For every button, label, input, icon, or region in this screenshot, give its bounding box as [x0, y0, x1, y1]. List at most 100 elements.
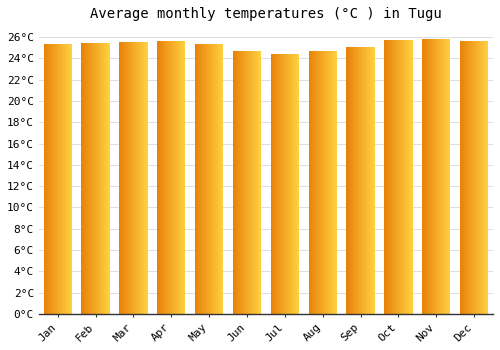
Bar — [374, 47, 375, 314]
Bar — [160, 41, 161, 314]
Bar — [347, 47, 348, 314]
Bar — [436, 39, 437, 314]
Bar — [233, 51, 234, 314]
Bar — [102, 43, 103, 314]
Bar — [173, 41, 174, 314]
Bar — [103, 43, 104, 314]
Bar — [476, 41, 477, 314]
Bar — [410, 40, 411, 314]
Bar — [486, 41, 487, 314]
Bar — [388, 40, 389, 314]
Bar — [336, 51, 337, 314]
Bar — [485, 41, 486, 314]
Bar — [159, 41, 160, 314]
Bar — [469, 41, 470, 314]
Bar — [442, 39, 443, 314]
Bar — [439, 39, 440, 314]
Bar — [355, 47, 356, 314]
Bar — [239, 51, 240, 314]
Bar — [247, 51, 248, 314]
Bar — [362, 47, 363, 314]
Bar — [138, 42, 139, 314]
Bar — [391, 40, 392, 314]
Bar — [145, 42, 146, 314]
Bar — [162, 41, 163, 314]
Bar — [216, 44, 217, 314]
Bar — [356, 47, 357, 314]
Bar — [444, 39, 445, 314]
Bar — [290, 54, 291, 314]
Bar — [211, 44, 212, 314]
Bar — [428, 39, 429, 314]
Bar — [286, 54, 287, 314]
Bar — [96, 43, 98, 314]
Bar — [69, 44, 70, 314]
Bar — [139, 42, 140, 314]
Bar — [197, 44, 198, 314]
Bar — [217, 44, 218, 314]
Bar — [144, 42, 145, 314]
Bar — [237, 51, 238, 314]
Bar — [445, 39, 446, 314]
Bar — [54, 44, 55, 314]
Bar — [354, 47, 355, 314]
Bar — [143, 42, 144, 314]
Bar — [178, 41, 179, 314]
Bar — [481, 41, 482, 314]
Bar — [284, 54, 285, 314]
Bar — [409, 40, 410, 314]
Bar — [293, 54, 294, 314]
Bar — [219, 44, 220, 314]
Bar — [273, 54, 274, 314]
Bar — [368, 47, 369, 314]
Bar — [208, 44, 209, 314]
Bar — [124, 42, 125, 314]
Bar — [90, 43, 91, 314]
Bar — [212, 44, 213, 314]
Bar — [371, 47, 372, 314]
Bar — [466, 41, 468, 314]
Bar — [164, 41, 165, 314]
Bar — [134, 42, 135, 314]
Bar — [437, 39, 438, 314]
Bar — [373, 47, 374, 314]
Bar — [209, 44, 210, 314]
Bar — [126, 42, 127, 314]
Bar — [127, 42, 128, 314]
Bar — [167, 41, 168, 314]
Bar — [435, 39, 436, 314]
Bar — [85, 43, 86, 314]
Bar — [218, 44, 219, 314]
Bar — [461, 41, 462, 314]
Bar — [135, 42, 136, 314]
Bar — [179, 41, 180, 314]
Bar — [474, 41, 476, 314]
Bar — [165, 41, 166, 314]
Bar — [214, 44, 215, 314]
Bar — [147, 42, 148, 314]
Bar — [222, 44, 223, 314]
Bar — [100, 43, 102, 314]
Bar — [314, 51, 315, 314]
Bar — [223, 44, 224, 314]
Bar — [422, 39, 423, 314]
Bar — [200, 44, 201, 314]
Bar — [432, 39, 433, 314]
Bar — [359, 47, 360, 314]
Bar — [238, 51, 239, 314]
Bar — [256, 51, 257, 314]
Bar — [462, 41, 463, 314]
Bar — [67, 44, 68, 314]
Bar — [480, 41, 481, 314]
Bar — [60, 44, 61, 314]
Bar — [406, 40, 407, 314]
Bar — [106, 43, 107, 314]
Bar — [253, 51, 254, 314]
Bar — [311, 51, 312, 314]
Bar — [254, 51, 255, 314]
Bar — [429, 39, 430, 314]
Bar — [298, 54, 299, 314]
Bar — [53, 44, 54, 314]
Bar — [184, 41, 185, 314]
Bar — [248, 51, 250, 314]
